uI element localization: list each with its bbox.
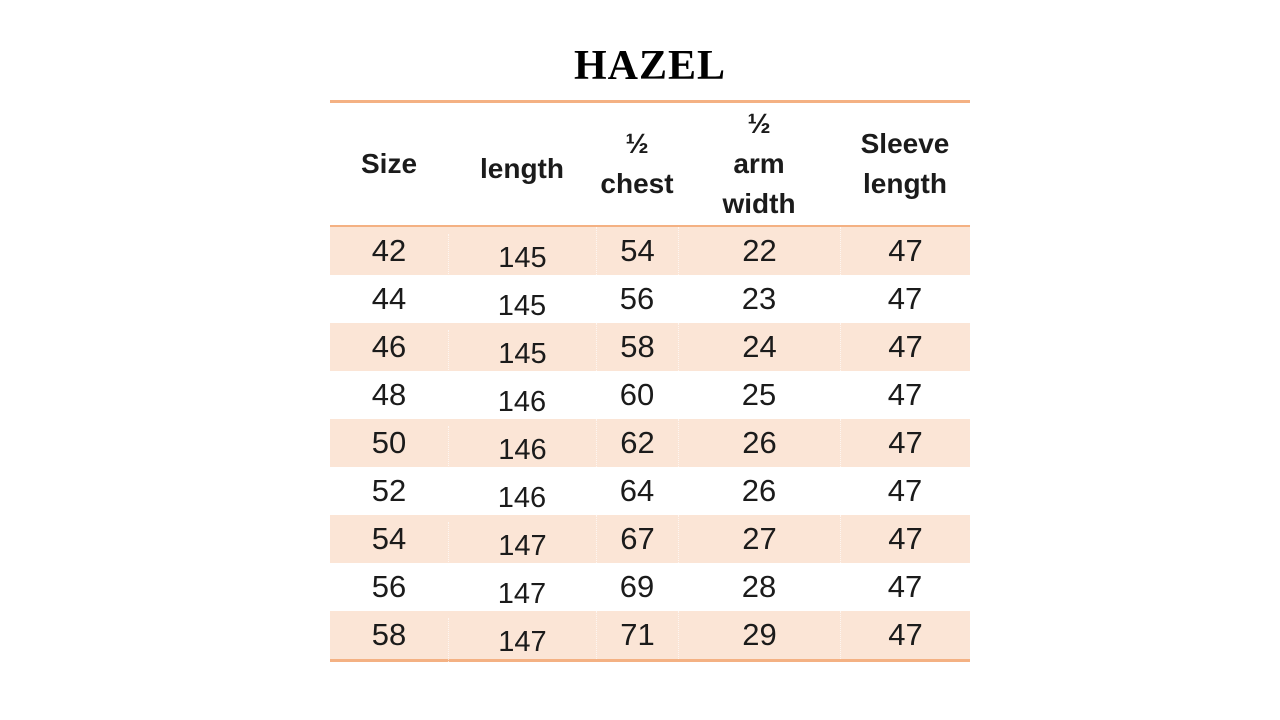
cell-size: 42: [371, 233, 407, 268]
cell-half-arm-width: 29: [678, 611, 840, 659]
cell-sleeve-length: 47: [840, 323, 970, 371]
cell-half-chest: 71: [596, 611, 678, 659]
cell-half-chest: 69: [619, 569, 655, 604]
cell-size: 56: [371, 569, 407, 604]
cell-half-chest: 54: [596, 227, 678, 275]
cell-length: 145: [448, 234, 596, 282]
cell-half-arm-width: 25: [741, 377, 777, 412]
cell-sleeve-length: 47: [840, 419, 970, 467]
cell-half-arm-width: 26: [741, 473, 777, 508]
table-bottom-rule: [330, 659, 970, 662]
cell-half-chest: 58: [596, 323, 678, 371]
table-row: 48 146 60 25 47: [330, 371, 970, 419]
header-length: length: [480, 153, 564, 184]
table-row: 54 147 67 27 47: [330, 515, 970, 570]
cell-length: 147: [448, 522, 596, 570]
table-header-rule: [330, 225, 970, 227]
header-size: Size: [360, 148, 418, 179]
cell-size: 48: [371, 377, 407, 412]
table-row: 58 147 71 29 47: [330, 611, 970, 666]
cell-half-arm-width: 22: [678, 227, 840, 275]
cell-half-chest: 56: [619, 281, 655, 316]
header-half-chest: ½ chest: [600, 128, 674, 199]
header-half-arm-width: ½ arm width: [722, 108, 796, 219]
cell-size: 52: [371, 473, 407, 508]
cell-half-arm-width: 26: [678, 419, 840, 467]
cell-half-chest: 60: [619, 377, 655, 412]
cell-length: 146: [497, 385, 547, 418]
cell-size: 58: [371, 617, 407, 652]
cell-half-chest: 62: [596, 419, 678, 467]
cell-length: 146: [497, 481, 547, 514]
header-sleeve-length: Sleeve length: [860, 128, 950, 199]
cell-half-chest: 64: [619, 473, 655, 508]
cell-sleeve-length: 47: [887, 473, 923, 508]
cell-sleeve-length: 47: [840, 515, 970, 563]
cell-sleeve-length: 47: [887, 281, 923, 316]
page-title: HAZEL: [573, 43, 727, 89]
cell-half-chest: 67: [596, 515, 678, 563]
cell-sleeve-length: 47: [887, 377, 923, 412]
cell-sleeve-length: 47: [840, 227, 970, 275]
cell-length: 147: [497, 577, 547, 610]
cell-sleeve-length: 47: [840, 611, 970, 659]
table-header-row: Size length ½ chest ½ arm width Sleeve l…: [330, 103, 970, 225]
cell-length: 145: [497, 289, 547, 322]
cell-size: 44: [371, 281, 407, 316]
table-row: 44 145 56 23 47: [330, 275, 970, 323]
table-row: 56 147 69 28 47: [330, 563, 970, 611]
size-chart-table: Size length ½ chest ½ arm width Sleeve l…: [330, 100, 970, 666]
cell-size: 54: [371, 521, 407, 556]
cell-sleeve-length: 47: [887, 569, 923, 604]
cell-length: 147: [448, 618, 596, 666]
table-row: 46 145 58 24 47: [330, 323, 970, 378]
cell-length: 145: [448, 330, 596, 378]
table-row: 42 145 54 22 47: [330, 227, 970, 282]
cell-half-arm-width: 27: [678, 515, 840, 563]
cell-length: 146: [448, 426, 596, 474]
table-top-rule: [330, 100, 970, 103]
cell-size: 50: [371, 425, 407, 460]
table-row: 52 146 64 26 47: [330, 467, 970, 515]
cell-size: 46: [371, 329, 407, 364]
table-row: 50 146 62 26 47: [330, 419, 970, 474]
cell-half-arm-width: 28: [741, 569, 777, 604]
cell-half-arm-width: 23: [741, 281, 777, 316]
cell-half-arm-width: 24: [678, 323, 840, 371]
